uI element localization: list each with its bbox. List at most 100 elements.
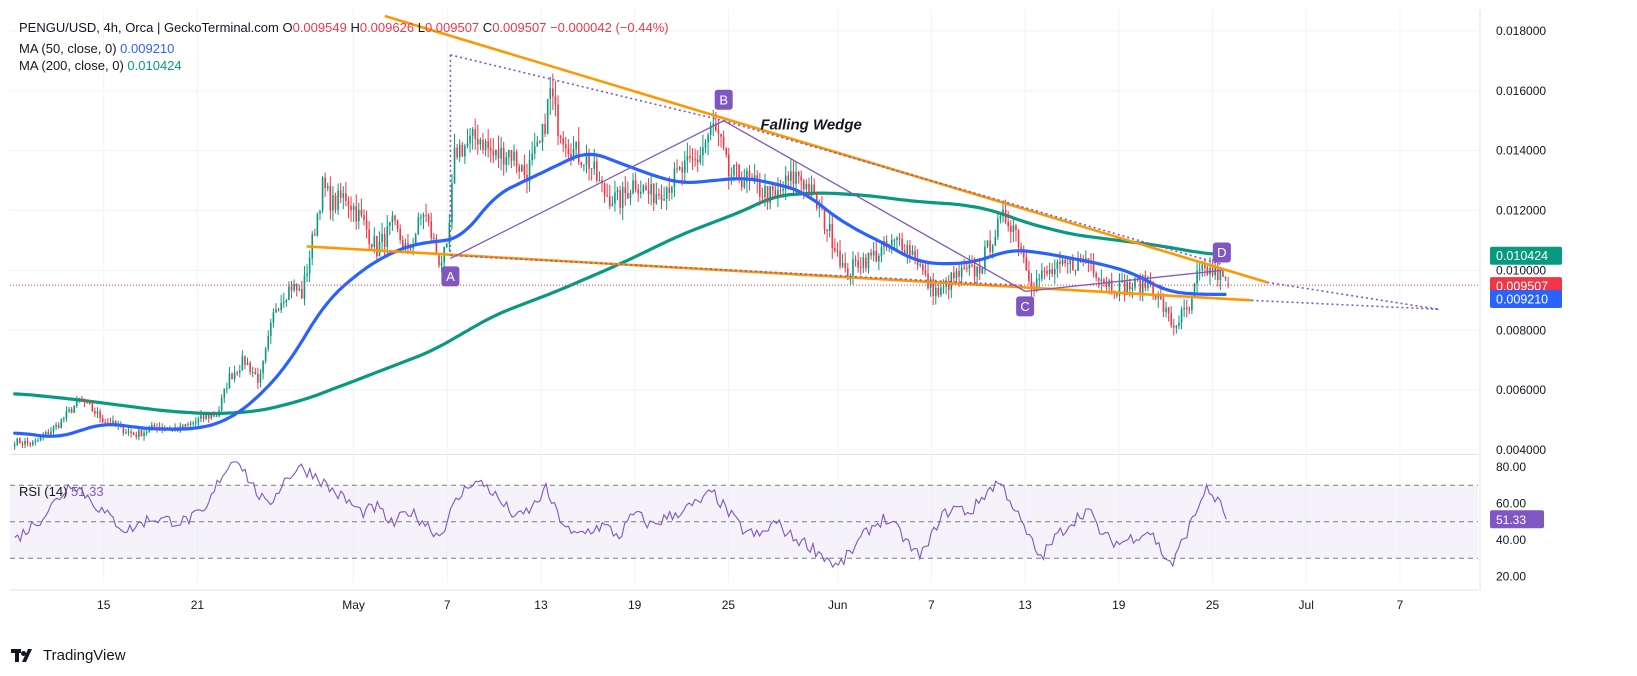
candle-276: [727, 147, 730, 190]
candle-body: [520, 165, 523, 172]
candle-body: [608, 196, 611, 207]
candle-body: [1092, 263, 1095, 274]
candle-320: [841, 253, 844, 269]
candle-body: [541, 124, 544, 143]
candle-body: [319, 210, 321, 214]
rsi-legend[interactable]: RSI (14) 51.33: [19, 484, 104, 499]
candle-245: [647, 177, 650, 204]
candle-body: [334, 195, 337, 210]
tradingview-brand[interactable]: TradingView: [11, 647, 126, 664]
candle-body: [999, 216, 1002, 219]
candle-body: [1204, 264, 1206, 268]
candle-376: [986, 240, 989, 249]
candle-8: [34, 438, 37, 446]
time-axis[interactable]: 15 21 May 7 13 19 25 Jun 7 13 19 25 Jul 7: [97, 598, 1404, 612]
candle-67: [187, 421, 189, 428]
candle-body: [451, 183, 453, 223]
brand-name: TradingView: [43, 647, 126, 664]
candle-469: [1227, 276, 1229, 289]
candle-body: [1051, 269, 1053, 275]
candle-417: [1092, 253, 1095, 278]
candle-body: [769, 186, 771, 204]
candle-body: [585, 154, 588, 165]
candle-188: [500, 136, 502, 171]
candle-body: [1116, 293, 1118, 296]
candle-300: [790, 158, 792, 191]
candle-body: [487, 141, 489, 149]
candle-body: [414, 234, 417, 245]
candle-392: [1028, 260, 1030, 285]
candle-body: [104, 422, 107, 424]
candle-247: [652, 183, 655, 212]
price-badge-text: 0.010424: [1496, 249, 1548, 263]
candle-body: [857, 260, 859, 268]
candle-body: [200, 415, 202, 419]
candle-452: [1183, 299, 1185, 318]
candle-body: [976, 266, 978, 277]
candle-308: [810, 175, 813, 197]
candle-164: [438, 252, 440, 268]
candle-body: [813, 184, 815, 193]
candle-body: [823, 208, 826, 230]
candle-body: [249, 362, 251, 373]
candle-body: [47, 432, 50, 435]
candle-77: [213, 411, 215, 418]
candle-body: [215, 415, 218, 417]
candle-387: [1015, 223, 1017, 242]
candle-147: [394, 214, 396, 226]
candle-body: [489, 148, 492, 151]
candle-body: [588, 154, 590, 169]
candle-body: [805, 183, 808, 190]
candle-150: [401, 235, 404, 249]
time-tick-label-10: 19: [1112, 598, 1126, 612]
candle-body: [505, 157, 508, 165]
candle-body: [872, 250, 875, 256]
wedge-line-3: [1267, 281, 1440, 311]
time-tick-label-6: 25: [722, 598, 736, 612]
candle-204: [541, 123, 544, 151]
candle-body: [508, 149, 510, 158]
candle-30: [91, 401, 94, 413]
open-value: 0.009549: [292, 20, 347, 35]
candle-body: [911, 250, 914, 256]
candle-116: [314, 228, 316, 236]
candle-123: [332, 186, 334, 222]
candle-body: [562, 138, 564, 145]
candle-352: [924, 262, 927, 277]
candle-209: [554, 80, 557, 117]
candle-body: [86, 401, 88, 403]
candle-body: [19, 438, 21, 444]
pattern-point-label: B: [719, 92, 728, 107]
candle-223: [590, 168, 593, 181]
time-tick-label-9: 13: [1018, 598, 1032, 612]
candle-body: [852, 259, 854, 276]
candle-body: [559, 135, 562, 139]
candle-body: [715, 123, 717, 131]
price-axis[interactable]: 0.018000 0.016000 0.014000 0.012000 0.010000…: [1496, 24, 1546, 457]
rsi-axis[interactable]: 80.00 60.00 40.00 20.00 51.33: [1490, 460, 1544, 584]
candle-224: [593, 148, 596, 175]
candle-body: [906, 245, 909, 254]
candle-body: [1025, 257, 1028, 271]
candle-body: [337, 190, 339, 210]
candle-body: [207, 414, 210, 419]
candle-34: [101, 414, 104, 423]
candle-97: [264, 347, 267, 364]
candle-body: [583, 164, 585, 166]
candle-body: [1154, 296, 1157, 299]
candle-26: [81, 395, 83, 402]
candle-body: [916, 259, 919, 266]
pattern-drawings: A B C D Falling Wedge: [306, 14, 1440, 317]
candle-body: [810, 184, 813, 196]
ma50-legend[interactable]: MA (50, close, 0) 0.009210: [19, 41, 174, 56]
candle-141: [378, 231, 381, 257]
candle-body: [259, 373, 262, 383]
ma200-legend[interactable]: MA (200, close, 0) 0.010424: [19, 58, 182, 73]
candle-220: [583, 164, 585, 172]
candle-body: [399, 228, 401, 241]
candle-5: [26, 437, 29, 447]
rsi-panel: [10, 461, 1478, 569]
candle-201: [533, 132, 536, 160]
candle-244: [645, 182, 647, 191]
